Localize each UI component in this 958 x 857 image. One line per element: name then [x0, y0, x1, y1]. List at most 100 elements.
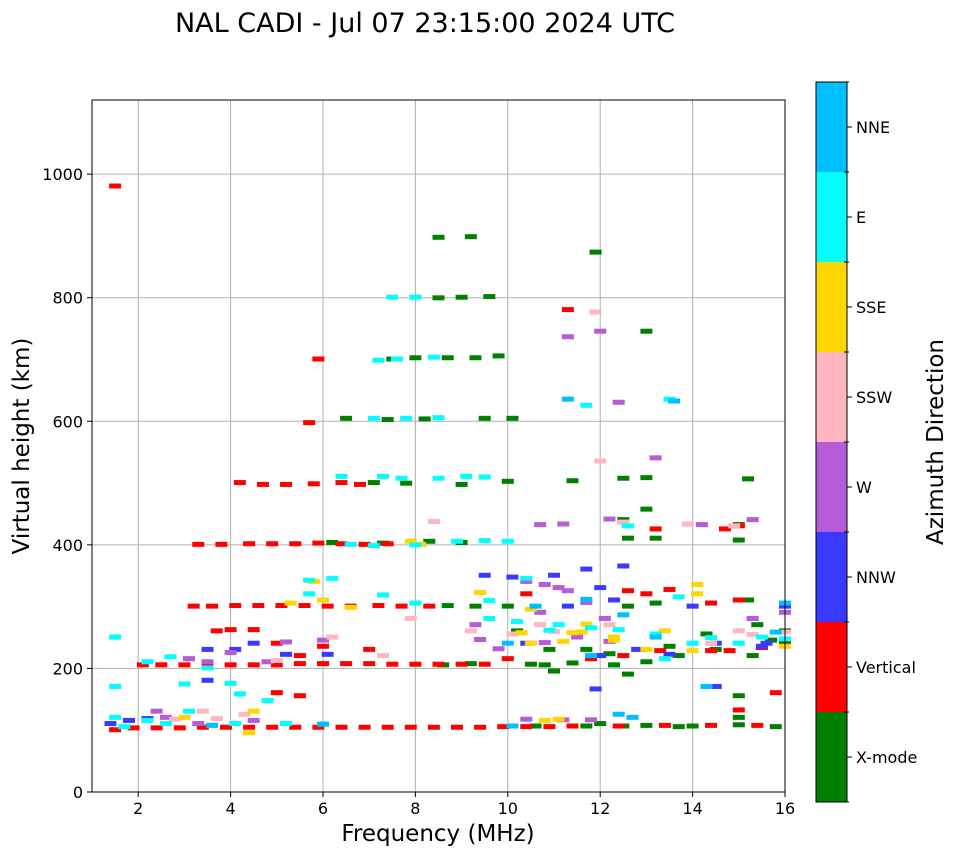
echo-point — [289, 724, 302, 730]
echo-point — [594, 458, 607, 464]
echo-point — [183, 708, 196, 714]
echo-point — [649, 535, 662, 541]
echo-point — [344, 604, 357, 610]
echo-point — [109, 183, 122, 189]
echo-point — [367, 415, 380, 421]
echo-point — [483, 616, 496, 621]
echo-point — [196, 708, 209, 714]
echo-point — [432, 234, 445, 240]
echo-point — [109, 727, 122, 733]
echo-point — [150, 725, 163, 731]
echo-point — [247, 640, 260, 646]
echo-point — [732, 714, 745, 720]
echo-point — [543, 646, 556, 652]
echo-point — [589, 309, 602, 315]
echo-point — [547, 572, 561, 578]
echo-point — [386, 661, 399, 667]
echo-point — [589, 686, 602, 692]
echo-point — [109, 683, 122, 689]
echo-point — [621, 588, 634, 594]
echo-point — [649, 600, 662, 606]
echo-point — [603, 622, 616, 628]
echo-point — [474, 724, 487, 730]
echo-point — [280, 651, 293, 657]
echo-point — [335, 724, 348, 730]
echo-point — [501, 656, 514, 662]
echo-point — [409, 542, 422, 548]
echo-point — [538, 662, 551, 668]
y-tick-label: 800 — [52, 289, 83, 308]
echo-point — [580, 646, 593, 652]
echo-point — [691, 582, 704, 588]
echo-point — [224, 649, 237, 655]
echo-point — [418, 416, 431, 422]
colorbar-tick-label: X-mode — [856, 748, 917, 767]
y-axis-ticks: 0 200 400 600 800 1000 — [42, 165, 92, 802]
echo-point — [520, 575, 533, 581]
echo-point — [155, 662, 168, 668]
echo-point — [520, 716, 533, 722]
echo-point — [571, 634, 584, 640]
echo-point — [127, 725, 140, 731]
x-tick-label: 14 — [682, 799, 702, 818]
echo-point — [377, 592, 390, 598]
echo-point — [580, 599, 593, 605]
echo-point — [201, 677, 214, 683]
echo-point — [538, 717, 551, 723]
echo-point — [298, 603, 311, 609]
echo-point — [640, 646, 653, 652]
colorbar-segment — [816, 352, 847, 442]
echo-point — [534, 609, 547, 615]
echo-point — [557, 521, 570, 527]
echo-point — [201, 665, 214, 671]
echo-point — [312, 724, 325, 730]
echo-point — [765, 637, 778, 643]
colorbar-segment — [816, 82, 847, 172]
echo-point — [594, 653, 607, 659]
echo-point — [501, 478, 514, 484]
x-tick-label: 10 — [498, 799, 518, 818]
echo-point — [432, 295, 445, 301]
echo-point — [372, 603, 385, 609]
echo-point — [649, 455, 662, 461]
echo-point — [303, 577, 316, 583]
echo-point — [266, 724, 279, 730]
echo-point — [709, 683, 722, 689]
echo-point — [561, 307, 574, 313]
echo-point — [450, 724, 463, 730]
echo-point — [224, 662, 237, 668]
echo-point — [229, 721, 242, 727]
colorbar-tick-label: SSE — [856, 298, 886, 317]
echo-point — [640, 475, 653, 481]
colorbar-tick-label: Vertical — [856, 658, 916, 677]
y-tick-label: 600 — [52, 412, 83, 431]
echo-point — [280, 639, 293, 645]
echo-point — [732, 722, 745, 728]
echo-point — [159, 714, 172, 720]
echo-point — [469, 622, 482, 628]
echo-point — [566, 478, 579, 484]
echo-point — [455, 661, 468, 667]
echo-point — [640, 722, 653, 728]
echo-point — [104, 721, 117, 727]
echo-point — [705, 635, 718, 641]
echo-point — [363, 646, 376, 652]
echo-point — [229, 646, 242, 652]
echo-point — [316, 637, 330, 643]
y-tick-label: 400 — [52, 536, 83, 555]
echo-point — [395, 475, 408, 481]
echo-point — [326, 540, 339, 546]
echo-point — [681, 521, 694, 527]
echo-point — [409, 600, 422, 606]
echo-point — [529, 723, 542, 729]
echo-point — [206, 722, 219, 728]
echo-point — [598, 616, 611, 621]
echo-point — [561, 588, 574, 594]
echo-point — [187, 603, 200, 609]
echo-point — [464, 628, 477, 634]
echo-point — [377, 473, 390, 479]
echo-point — [658, 628, 671, 634]
echo-point — [372, 357, 385, 363]
echo-point — [233, 691, 246, 697]
